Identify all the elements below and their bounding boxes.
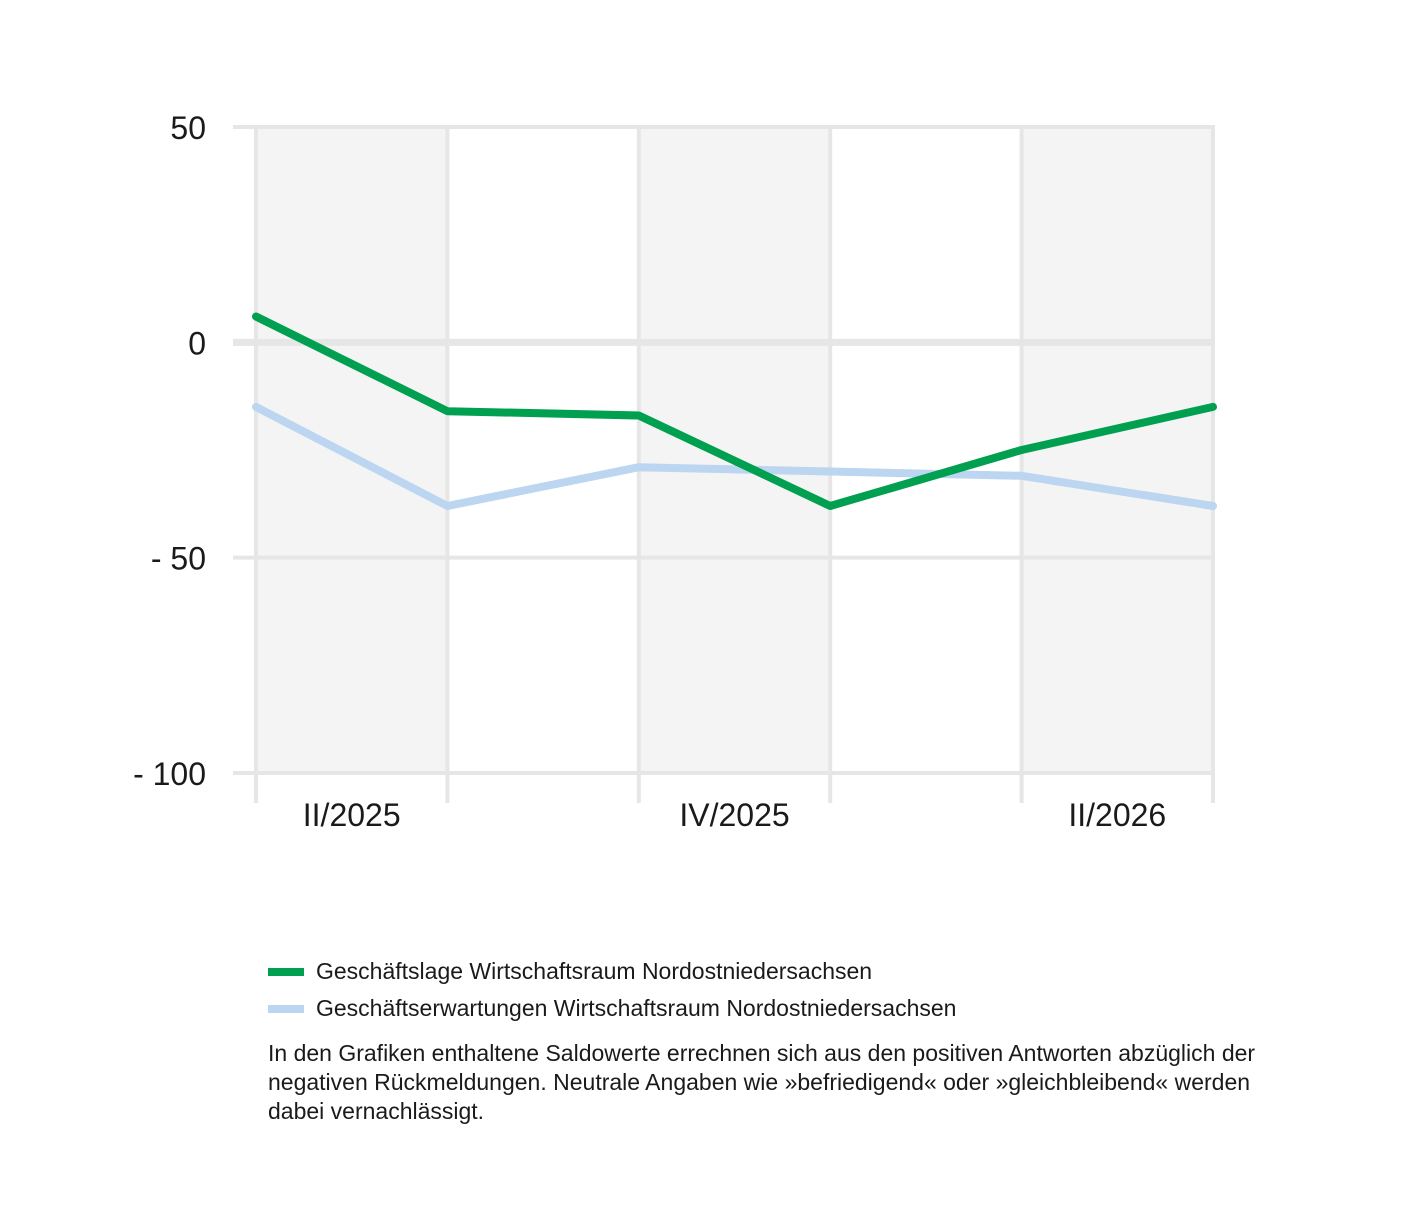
y-tick-label: - 100: [133, 756, 206, 792]
legend-label-geschaeftserwartungen: Geschäftserwartungen Wirtschaftsraum Nor…: [316, 995, 957, 1021]
column-band: [256, 127, 448, 773]
column-band: [1021, 127, 1213, 773]
legend-swatch-geschaeftslage: [268, 967, 304, 976]
x-tick-label: II/2025: [303, 797, 401, 833]
legend-swatch-geschaeftserwartungen: [268, 1004, 304, 1013]
legend-item-geschaeftserwartungen: Geschäftserwartungen Wirtschaftsraum Nor…: [268, 990, 956, 1027]
series-line-geschaeftslage: [252, 312, 1217, 510]
line-chart: 50 0 - 50 - 100 II/2025 IV/2025 II/2026: [133, 110, 1217, 833]
footnote: In den Grafiken enthaltene Saldowerte er…: [268, 1040, 1256, 1124]
legend-item-geschaeftslage: Geschäftslage Wirtschaftsraum Nordostnie…: [268, 953, 956, 990]
y-tick-label: 50: [170, 110, 206, 146]
x-tick-label: II/2026: [1068, 797, 1166, 833]
y-tick-label: - 50: [151, 541, 206, 577]
x-tick-label: IV/2025: [679, 797, 789, 833]
legend: Geschäftslage Wirtschaftsraum Nordostnie…: [268, 953, 956, 1027]
series-line-geschaeftserwartungen: [252, 402, 1217, 510]
column-band: [638, 127, 831, 773]
legend-label-geschaeftslage: Geschäftslage Wirtschaftsraum Nordostnie…: [316, 958, 873, 984]
y-tick-label: 0: [188, 325, 206, 361]
